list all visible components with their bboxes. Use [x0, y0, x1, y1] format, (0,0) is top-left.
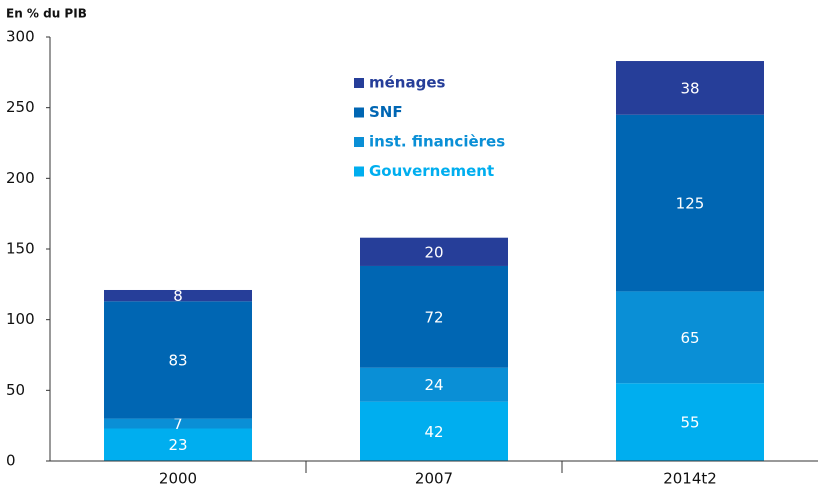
legend-swatch: [354, 137, 364, 147]
legend-label: inst. financières: [369, 133, 505, 151]
value-label: 7: [173, 415, 183, 433]
bar-segment: [616, 383, 764, 461]
y-tick-label: 300: [6, 28, 35, 46]
legend-swatch: [354, 78, 364, 88]
bar-segment: [616, 291, 764, 384]
y-tick-label: 50: [6, 381, 25, 399]
legend-label: SNF: [369, 103, 403, 121]
bar-segment: [360, 367, 508, 402]
value-label: 72: [424, 308, 443, 326]
value-label: 23: [168, 436, 187, 454]
x-tick-label: 2007: [415, 470, 453, 488]
value-label: 8: [173, 287, 183, 305]
value-label: 38: [680, 79, 699, 97]
value-label: 125: [676, 195, 705, 213]
x-tick-label: 2014t2: [663, 470, 717, 488]
value-label: 55: [680, 414, 699, 432]
value-label: 42: [424, 423, 443, 441]
y-tick-label: 150: [6, 240, 35, 258]
y-tick-label: 200: [6, 169, 35, 187]
legend-label: ménages: [369, 74, 446, 92]
x-tick-label: 2000: [159, 470, 197, 488]
y-tick-label: 250: [6, 98, 35, 116]
legend-swatch: [354, 166, 364, 177]
bar-segment: [104, 301, 252, 419]
bar-segment: [360, 265, 508, 368]
legend-label: Gouvernement: [369, 162, 494, 180]
bar-segment: [104, 289, 252, 302]
y-tick-label: 100: [6, 310, 35, 328]
y-axis-label: En % du PIB: [6, 7, 87, 21]
bar-segment: [360, 237, 508, 266]
value-label: 24: [424, 376, 443, 394]
bar-segment: [104, 418, 252, 429]
legend-swatch: [354, 107, 364, 118]
bar-segment: [616, 61, 764, 115]
value-label: 83: [168, 351, 187, 369]
bar-segment: [616, 114, 764, 292]
value-label: 20: [424, 243, 443, 261]
value-label: 65: [680, 329, 699, 347]
bar-segment: [104, 428, 252, 461]
bar-segment: [360, 401, 508, 461]
y-tick-label: 0: [6, 452, 16, 470]
